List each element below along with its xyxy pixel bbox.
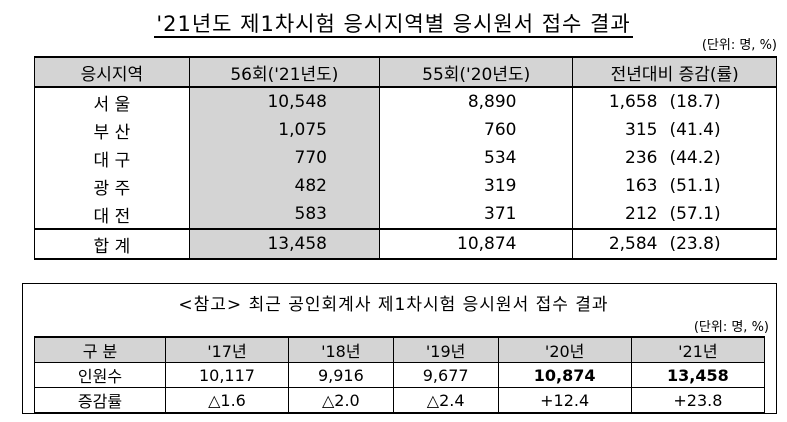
diff-rate: (57.1) (669, 204, 721, 224)
y55-cell: 371 (378, 200, 574, 229)
change-row: 증감률 △1.6 △2.0 △2.4 +12.4 +23.8 (34, 387, 766, 414)
total-y55: 10,874 (378, 228, 574, 260)
header-56: 56회('21년도) (188, 56, 380, 88)
region-cell: 서 울 (34, 87, 190, 116)
y55-cell: 8,890 (378, 87, 574, 116)
diff-rate: (51.1) (669, 176, 721, 196)
header-category: 구 분 (34, 336, 166, 363)
diff-value: 2,584 (608, 234, 658, 254)
applicants-row: 인원수 10,117 9,916 9,677 10,874 13,458 (34, 362, 766, 388)
diff-value: 236 (625, 148, 658, 168)
table-row: 광 주 482 319 163 (51.1) (34, 172, 777, 200)
region-cell: 부 산 (34, 116, 190, 144)
header-year: '21년 (630, 336, 766, 363)
table-header-row: 응시지역 56회('21년도) 55회('20년도) 전년대비 증감(률) (34, 56, 777, 88)
unit-label: (단위: 명, %) (701, 38, 777, 53)
y55-cell: 760 (378, 116, 574, 144)
change-cell: 212 (57.1) (572, 200, 777, 229)
table-row: 서 울 10,548 8,890 1,658 (18.7) (34, 87, 777, 116)
header-year: '17년 (165, 336, 289, 363)
header-change: 전년대비 증감(률) (572, 56, 777, 88)
region-cell: 대 구 (34, 144, 190, 172)
diff-value: 1,658 (608, 92, 658, 112)
diff-rate: (23.8) (669, 234, 721, 254)
reference-title: <참고> 최근 공인회계사 제1차시험 응시원서 접수 결과 (178, 295, 609, 315)
total-label: 합 계 (34, 228, 190, 260)
change-cell: △1.6 (165, 387, 289, 414)
change-cell: 236 (44.2) (572, 144, 777, 172)
diff-value: 212 (625, 204, 658, 224)
applicants-label: 인원수 (34, 362, 166, 388)
diff-rate: (41.4) (669, 120, 721, 140)
diff-value: 163 (625, 176, 658, 196)
reference-box (22, 283, 777, 414)
region-applications-table: 응시지역 56회('21년도) 55회('20년도) 전년대비 증감(률) 서 … (34, 56, 777, 260)
header-year: '20년 (497, 336, 632, 363)
reference-header-row: 구 분 '17년 '18년 '19년 '20년 '21년 (34, 336, 766, 363)
table-row: 대 구 770 534 236 (44.2) (34, 144, 777, 172)
y56-cell: 583 (188, 200, 380, 229)
y56-cell: 770 (188, 144, 380, 172)
applicants-cell: 9,916 (287, 362, 394, 388)
table-row: 대 전 583 371 212 (57.1) (34, 200, 777, 229)
change-cell: △2.0 (287, 387, 394, 414)
applicants-cell: 13,458 (630, 362, 766, 388)
region-cell: 대 전 (34, 200, 190, 229)
y55-cell: 534 (378, 144, 574, 172)
total-y56: 13,458 (188, 228, 380, 260)
change-cell: +12.4 (497, 387, 632, 414)
table-row: 부 산 1,075 760 315 (41.4) (34, 116, 777, 144)
diff-value: 315 (625, 120, 658, 140)
region-cell: 광 주 (34, 172, 190, 200)
total-row: 합 계 13,458 10,874 2,584 (23.8) (34, 228, 777, 260)
y55-cell: 319 (378, 172, 574, 200)
applicants-cell: 10,874 (497, 362, 632, 388)
total-change: 2,584 (23.8) (572, 228, 777, 260)
diff-rate: (18.7) (669, 92, 721, 112)
y56-cell: 482 (188, 172, 380, 200)
change-label: 증감률 (34, 387, 166, 414)
diff-rate: (44.2) (669, 148, 721, 168)
reference-table: 구 분 '17년 '18년 '19년 '20년 '21년 인원수 10,117 … (34, 336, 766, 414)
change-cell: △2.4 (392, 387, 499, 414)
y56-cell: 1,075 (188, 116, 380, 144)
header-year: '18년 (287, 336, 394, 363)
change-cell: 1,658 (18.7) (572, 87, 777, 116)
change-cell: 163 (51.1) (572, 172, 777, 200)
page-title: '21년도 제1차시험 응시지역별 응시원서 접수 결과 (0, 8, 787, 38)
y56-cell: 10,548 (188, 87, 380, 116)
reference-unit-label: (단위: 명, %) (693, 320, 769, 335)
header-55: 55회('20년도) (378, 56, 574, 88)
change-cell: +23.8 (630, 387, 766, 414)
applicants-cell: 9,677 (392, 362, 499, 388)
header-year: '19년 (392, 336, 499, 363)
applicants-cell: 10,117 (165, 362, 289, 388)
header-region: 응시지역 (34, 56, 190, 88)
title-text: '21년도 제1차시험 응시지역별 응시원서 접수 결과 (154, 12, 633, 38)
change-cell: 315 (41.4) (572, 116, 777, 144)
